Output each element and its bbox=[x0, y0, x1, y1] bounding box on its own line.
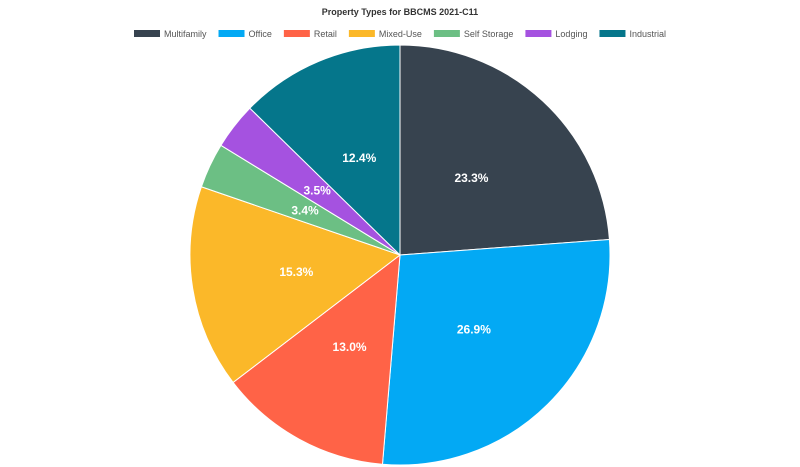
legend-item-office[interactable]: Office bbox=[218, 29, 272, 39]
legend: Multifamily Office Retail Mixed-Use Self Sto… bbox=[134, 29, 666, 39]
slice-label-industrial: 12.4% bbox=[342, 151, 376, 165]
pie-slice-multifamily[interactable] bbox=[399, 44, 610, 256]
legend-label: Self Storage bbox=[464, 29, 514, 39]
pie-slices bbox=[189, 44, 611, 466]
slice-label-office: 26.9% bbox=[457, 323, 491, 337]
legend-item-mixed-use[interactable]: Mixed-Use bbox=[348, 29, 422, 39]
legend-label: Industrial bbox=[629, 29, 666, 39]
slice-label-self-storage: 3.4% bbox=[291, 203, 319, 217]
chart-title: Property Types for BBCMS 2021-C11 bbox=[322, 7, 478, 17]
legend-swatch bbox=[348, 30, 375, 37]
slice-label-mixed-use: 15.3% bbox=[279, 265, 313, 279]
legend-label: Office bbox=[249, 29, 272, 39]
slice-label-multifamily: 23.3% bbox=[454, 171, 488, 185]
pie-slice-office[interactable] bbox=[381, 238, 611, 466]
legend-swatch bbox=[134, 30, 160, 37]
legend-swatch bbox=[433, 30, 460, 37]
legend-item-industrial[interactable]: Industrial bbox=[599, 29, 666, 39]
pie-slice-retail[interactable] bbox=[232, 253, 401, 465]
legend-label: Mixed-Use bbox=[379, 29, 422, 39]
slice-labels: 23.3% 26.9% 13.0% 15.3% 3.4% 3.5% 12.4% bbox=[279, 151, 491, 354]
legend-label: Retail bbox=[314, 29, 337, 39]
legend-label: Lodging bbox=[555, 29, 587, 39]
legend-swatch bbox=[525, 30, 552, 37]
legend-item-retail[interactable]: Retail bbox=[283, 29, 337, 39]
legend-label: Multifamily bbox=[164, 29, 207, 39]
legend-swatch bbox=[283, 30, 310, 37]
legend-swatch bbox=[599, 30, 626, 37]
pie-slice-industrial[interactable] bbox=[249, 44, 401, 257]
legend-item-multifamily[interactable]: Multifamily bbox=[134, 29, 207, 39]
slice-label-retail: 13.0% bbox=[333, 340, 367, 354]
legend-item-lodging[interactable]: Lodging bbox=[525, 29, 587, 39]
legend-item-self-storage[interactable]: Self Storage bbox=[433, 29, 514, 39]
legend-swatch bbox=[218, 30, 245, 37]
pie-slice-mixed-use[interactable] bbox=[189, 186, 402, 384]
slice-label-lodging: 3.5% bbox=[303, 183, 331, 197]
